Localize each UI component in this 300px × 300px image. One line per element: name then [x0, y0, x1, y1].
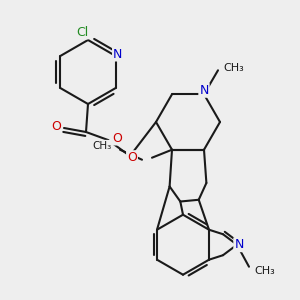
Text: N: N — [234, 238, 244, 251]
Text: CH₃: CH₃ — [92, 141, 112, 151]
Text: N: N — [199, 84, 209, 97]
Text: O: O — [127, 151, 137, 164]
Text: CH₃: CH₃ — [255, 266, 275, 276]
Text: Cl: Cl — [76, 26, 88, 38]
Text: CH₃: CH₃ — [224, 63, 244, 73]
Text: O: O — [112, 131, 122, 145]
Text: O: O — [51, 119, 61, 133]
Text: N: N — [113, 47, 122, 61]
